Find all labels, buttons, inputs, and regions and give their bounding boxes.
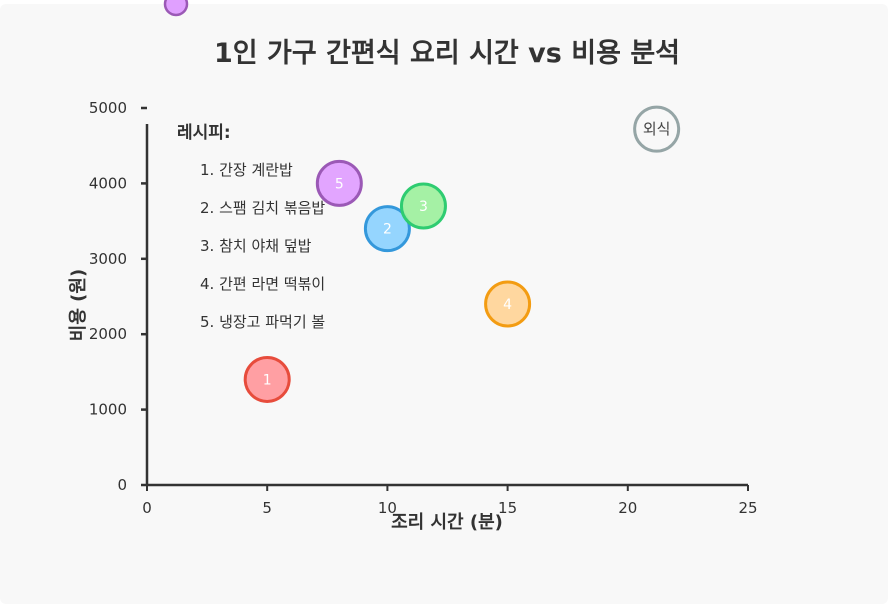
y-tick-label: 1000 <box>89 401 127 419</box>
x-axis-title: 조리 시간 (분) <box>391 512 503 533</box>
legend-item: 5. 냉장고 파먹기 볼 <box>200 313 325 331</box>
y-tick-label: 4000 <box>89 174 127 192</box>
data-point-3 <box>399 182 447 230</box>
x-tick-label: 10 <box>378 499 397 517</box>
y-tick-label: 3000 <box>89 250 127 268</box>
data-point-label: 1 <box>263 372 272 388</box>
data-point-label: 외식 <box>643 120 671 138</box>
data-point-5 <box>315 159 363 207</box>
legend-item: 1. 간장 계란밥 <box>200 161 293 179</box>
data-point-1 <box>243 355 291 403</box>
data-point-label: 3 <box>419 199 428 215</box>
y-axis-title: 비용 (원) <box>68 269 89 341</box>
x-tick-label: 15 <box>498 499 517 517</box>
x-tick-label: 0 <box>142 499 152 517</box>
data-point-label: 4 <box>503 297 512 313</box>
data-point-label: 5 <box>335 176 344 192</box>
y-tick-label: 5000 <box>89 99 127 117</box>
x-tick-label: 20 <box>618 499 637 517</box>
data-point-label: 2 <box>383 222 392 238</box>
data-points: 1 2 3 4 5 외식 <box>163 0 681 403</box>
data-point-6 <box>633 105 681 153</box>
extra-marker <box>163 0 189 17</box>
x-tick-label: 25 <box>738 499 757 517</box>
y-tick-label: 0 <box>117 476 127 494</box>
legend-item: 4. 간편 라면 떡볶이 <box>200 275 325 293</box>
legend-title: 레시피: <box>177 123 231 143</box>
y-ticks: 0 1000 2000 3000 4000 5000 <box>89 99 147 494</box>
y-tick-label: 2000 <box>89 325 127 343</box>
legend: 레시피: 1. 간장 계란밥 2. 스팸 김치 볶음밥 3. 참치 야채 덮밥 4. … <box>177 123 325 331</box>
chart-title: 1인 가구 간편식 요리 시간 vs 비용 분석 <box>214 38 680 69</box>
x-tick-label: 5 <box>262 499 272 517</box>
legend-item: 3. 참치 야채 덮밥 <box>200 237 312 255</box>
data-point-2 <box>363 205 411 253</box>
legend-item: 2. 스팸 김치 볶음밥 <box>200 199 325 217</box>
data-point-4 <box>484 280 532 328</box>
